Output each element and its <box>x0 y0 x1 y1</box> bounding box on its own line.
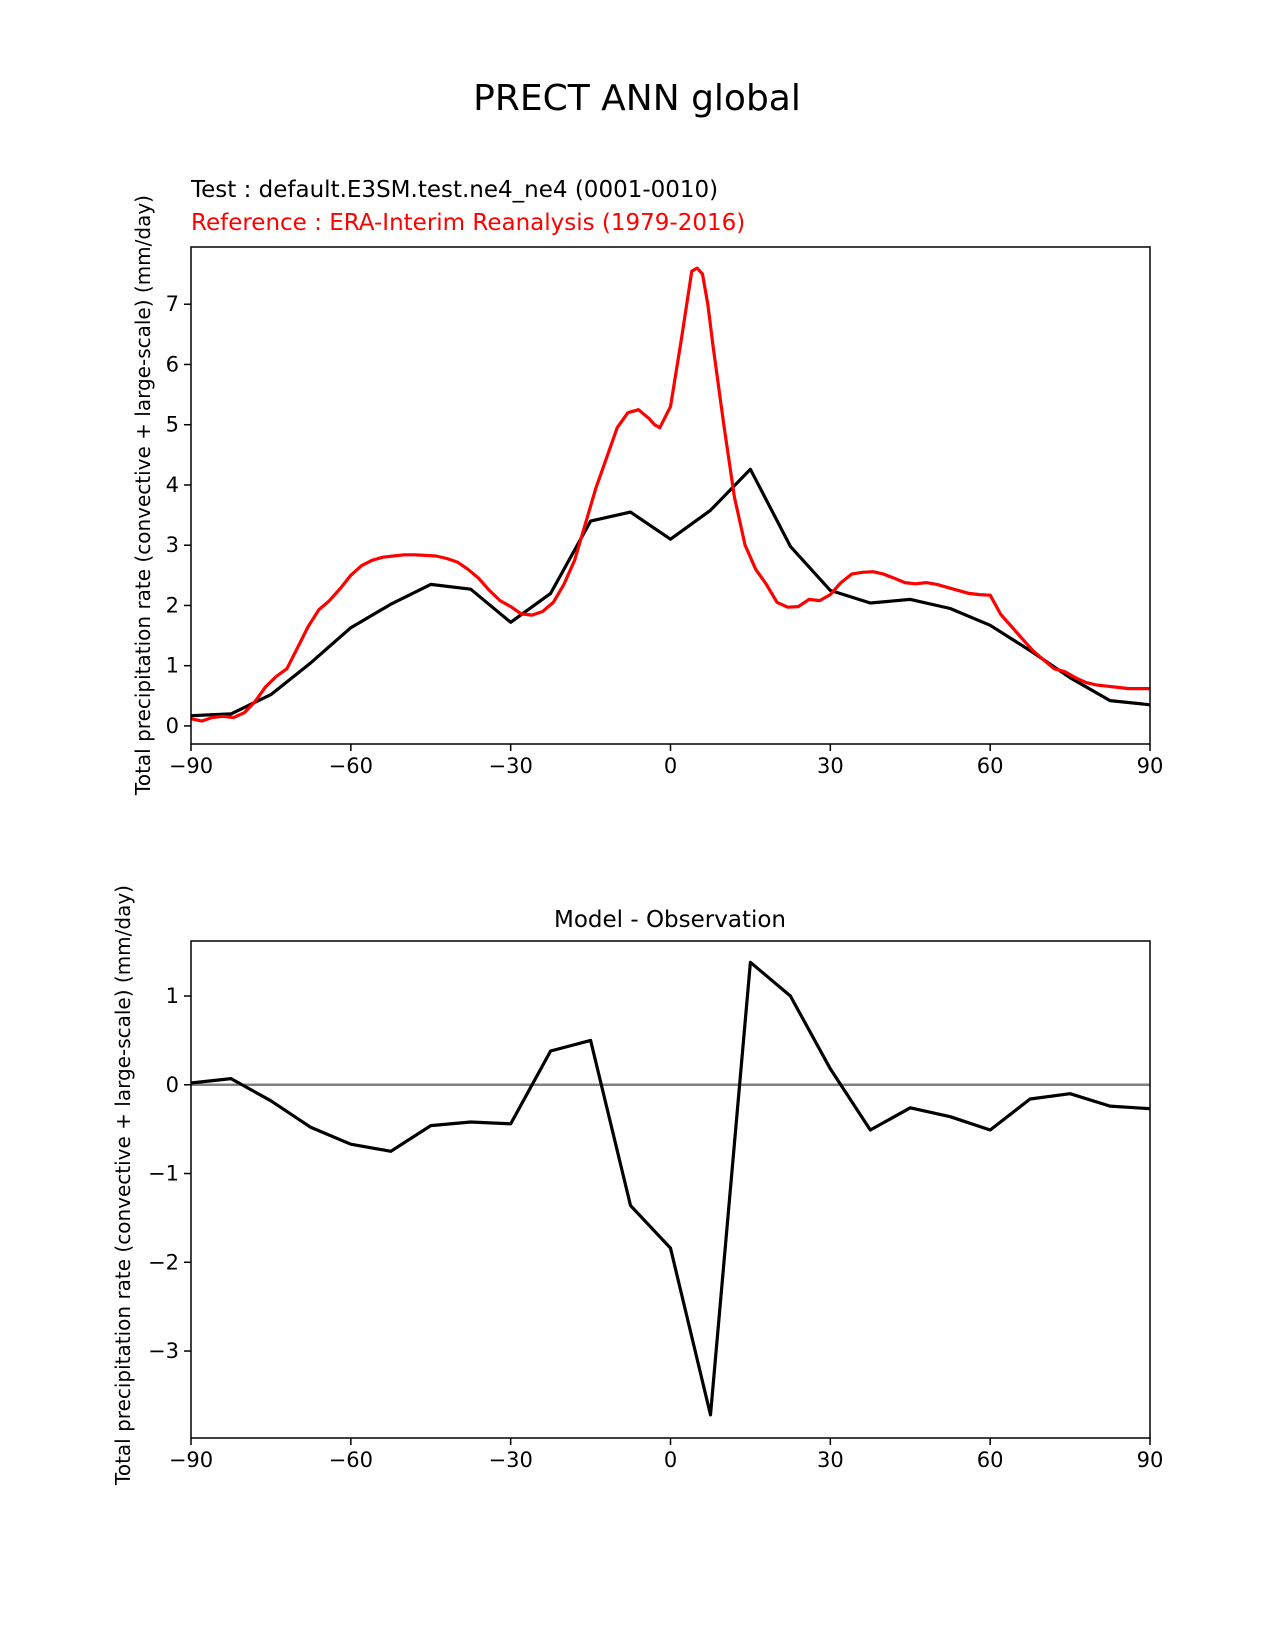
top-x-tick-label: −90 <box>169 754 213 778</box>
top-x-tick-label: −30 <box>489 754 533 778</box>
top-y-tick-label: 6 <box>166 352 179 376</box>
difference-series-line <box>190 960 1151 1417</box>
top-y-tick-label: 4 <box>166 473 179 497</box>
bottom-y-axis-label: Total precipitation rate (convective + l… <box>111 885 135 1486</box>
bottom-y-tick-label: 1 <box>166 984 179 1008</box>
figure-title: PRECT ANN global <box>473 78 801 119</box>
top-y-axis-label: Total precipitation rate (convective + l… <box>131 195 155 796</box>
top-x-tick-label: 90 <box>1137 754 1164 778</box>
difference-title: Model - Observation <box>554 907 786 933</box>
bottom-x-tick-label: −90 <box>169 1448 213 1472</box>
top-x-tick-label: 60 <box>977 754 1004 778</box>
test-series-line <box>190 467 1151 718</box>
bottom-x-tick-label: 90 <box>1137 1448 1164 1472</box>
bottom-y-tick-label: −3 <box>148 1339 179 1363</box>
top-plot-area: −90 −60 −30 0 30 60 90 0 1 2 3 4 5 6 7 <box>166 266 1164 778</box>
top-y-tick-label: 5 <box>166 413 179 437</box>
bottom-x-tick-label: 30 <box>817 1448 844 1472</box>
bottom-x-tick-label: −60 <box>329 1448 373 1472</box>
top-y-tick-label: 2 <box>166 593 179 617</box>
top-x-tick-label: −60 <box>329 754 373 778</box>
top-y-tick-label: 3 <box>166 533 179 557</box>
test-subtitle: Test : default.E3SM.test.ne4_ne4 (0001-0… <box>190 177 718 203</box>
bottom-x-tick-label: −30 <box>489 1448 533 1472</box>
top-panel: Test : default.E3SM.test.ne4_ne4 (0001-0… <box>131 177 1163 796</box>
top-y-tick-label: 1 <box>166 654 179 678</box>
bottom-x-tick-label: 0 <box>664 1448 677 1472</box>
reference-series-line <box>190 266 1150 723</box>
top-axes-frame <box>190 246 1151 745</box>
top-y-tick-label: 0 <box>166 714 179 738</box>
bottom-plot-area: −90 −60 −30 0 30 60 90 −3 −2 −1 0 1 <box>148 960 1164 1472</box>
top-x-tick-label: 0 <box>664 754 677 778</box>
reference-subtitle: Reference : ERA-Interim Reanalysis (1979… <box>191 210 745 236</box>
bottom-y-tick-label: −1 <box>148 1162 179 1186</box>
bottom-x-tick-label: 60 <box>977 1448 1004 1472</box>
top-y-tick-label: 7 <box>166 292 179 316</box>
bottom-y-tick-label: 0 <box>166 1073 179 1097</box>
bottom-y-tick-label: −2 <box>148 1250 179 1274</box>
bottom-panel: Model - Observation Total precipitation … <box>111 885 1163 1486</box>
bottom-axes-frame <box>190 940 1151 1439</box>
top-x-tick-label: 30 <box>817 754 844 778</box>
